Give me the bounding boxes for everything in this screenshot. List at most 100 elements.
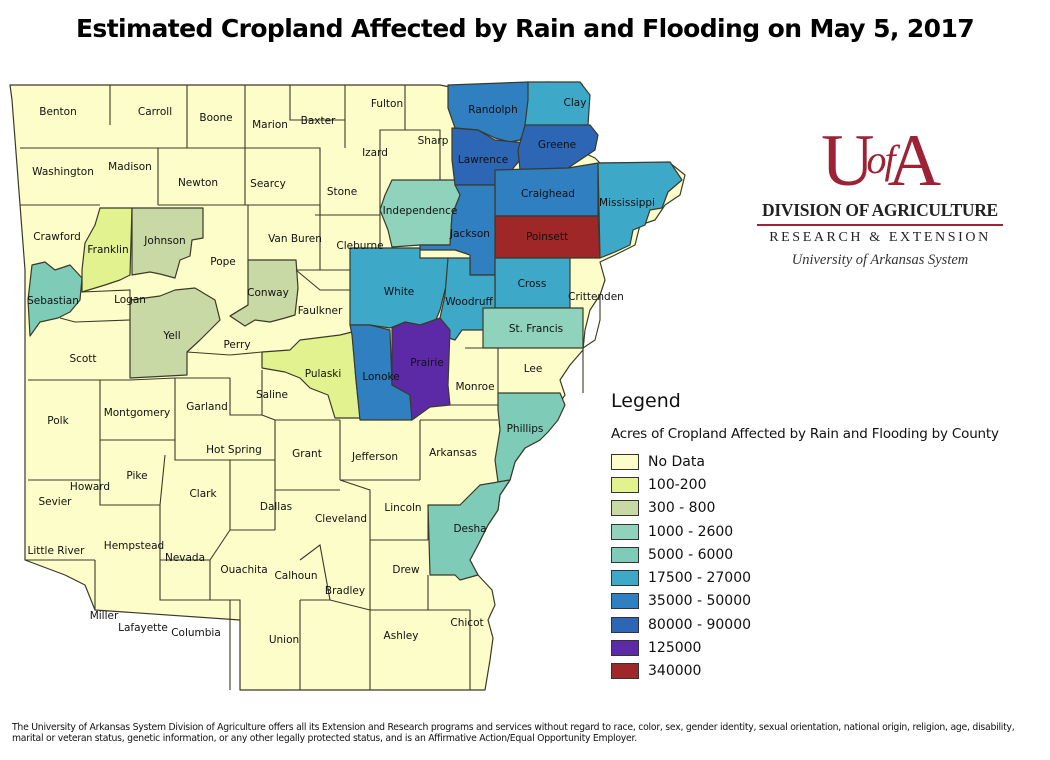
label-crawford: Crawford <box>33 231 81 243</box>
legend-swatch <box>611 616 639 633</box>
legend-label: 80000 - 90000 <box>648 616 752 633</box>
label-johnson: Johnson <box>143 235 185 247</box>
county-pulaski[interactable] <box>261 331 361 419</box>
label-grant: Grant <box>292 448 322 460</box>
label-craighead: Craighead <box>521 188 575 200</box>
label-chicot: Chicot <box>450 617 483 629</box>
legend-label: 35000 - 50000 <box>648 593 752 610</box>
county-sebastian[interactable] <box>27 261 83 337</box>
label-carroll: Carroll <box>138 106 172 118</box>
legend-item: 1000 - 2600 <box>611 520 999 543</box>
monogram-a: A <box>887 120 941 202</box>
label-poinsett: Poinsett <box>526 231 568 243</box>
label-prairie: Prairie <box>410 357 444 369</box>
label-crittenden: Crittenden <box>568 291 624 303</box>
label-saline: Saline <box>256 389 288 401</box>
county-mississippi[interactable] <box>597 161 683 259</box>
legend-item: 340000 <box>611 660 999 683</box>
label-columbia: Columbia <box>171 627 221 639</box>
legend-item: 5000 - 6000 <box>611 543 999 566</box>
legend-label: 17500 - 27000 <box>648 570 752 587</box>
legend-swatch <box>611 453 639 470</box>
label-ouachita: Ouachita <box>220 564 267 576</box>
county-woodruff[interactable] <box>439 257 496 341</box>
label-cleburne: Cleburne <box>336 240 383 252</box>
county-prairie[interactable] <box>391 317 451 421</box>
label-scott: Scott <box>69 353 96 365</box>
legend-swatch <box>611 500 639 517</box>
label-lonoke: Lonoke <box>362 371 399 383</box>
county-labels: Benton Carroll Boone Marion Baxter Fulto… <box>27 97 655 646</box>
label-woodruff: Woodruff <box>445 296 493 308</box>
label-pulaski: Pulaski <box>305 368 342 380</box>
legend-swatch <box>611 570 639 587</box>
label-sharp: Sharp <box>418 135 449 147</box>
monogram-u: U <box>820 120 874 202</box>
label-clay: Clay <box>564 97 587 109</box>
county-boundaries <box>20 85 601 690</box>
legend-item: No Data <box>611 450 999 473</box>
label-mississippi: Mississippi <box>599 197 655 209</box>
label-stone: Stone <box>327 186 357 198</box>
legend-label: 5000 - 6000 <box>648 546 734 563</box>
label-faulkner: Faulkner <box>298 305 343 317</box>
label-polk: Polk <box>47 415 69 427</box>
label-monroe: Monroe <box>455 381 494 393</box>
legend-heading: Legend <box>611 390 681 412</box>
legend-item: 35000 - 50000 <box>611 590 999 613</box>
legend-label: 340000 <box>648 663 702 680</box>
label-randolph: Randolph <box>468 104 517 116</box>
label-independence: Independence <box>383 205 458 217</box>
label-ashley: Ashley <box>384 630 419 642</box>
legend-label: 125000 <box>648 640 702 657</box>
label-desha: Desha <box>453 523 486 535</box>
legend-swatch <box>611 523 639 540</box>
logo-system-text: University of Arkansas System <box>791 252 969 268</box>
monogram-of: of <box>866 137 895 182</box>
label-lincoln: Lincoln <box>384 502 421 514</box>
eeo-disclaimer: The University of Arkansas System Divisi… <box>12 722 1015 744</box>
uofa-division-of-agriculture-logo: UofA DIVISION OF AGRICULTURE RESEARCH & … <box>745 124 1015 269</box>
label-pope: Pope <box>210 256 236 268</box>
label-izard: Izard <box>362 147 388 159</box>
label-vanburen: Van Buren <box>268 233 322 245</box>
legend-swatch <box>611 640 639 657</box>
label-cross: Cross <box>518 278 547 290</box>
label-nevada: Nevada <box>165 552 205 564</box>
legend-swatch <box>611 593 639 610</box>
label-calhoun: Calhoun <box>274 570 317 582</box>
county-greene[interactable] <box>517 124 599 171</box>
label-arkansas: Arkansas <box>429 447 477 459</box>
label-phillips: Phillips <box>507 423 544 435</box>
legend-item: 80000 - 90000 <box>611 613 999 636</box>
label-benton: Benton <box>39 106 77 118</box>
logo-divider <box>757 224 1003 226</box>
label-hotspring: Hot Spring <box>206 444 262 456</box>
county-johnson[interactable] <box>131 207 204 279</box>
county-desha[interactable] <box>427 479 511 581</box>
legend-label: 100-200 <box>648 476 707 493</box>
legend-swatch <box>611 546 639 563</box>
legend-swatch <box>611 476 639 493</box>
label-conway: Conway <box>247 287 289 299</box>
label-sevier: Sevier <box>38 496 72 508</box>
label-clark: Clark <box>189 488 217 500</box>
legend-label: 1000 - 2600 <box>648 523 734 540</box>
legend-item: 100-200 <box>611 473 999 496</box>
county-phillips[interactable] <box>494 392 566 483</box>
label-marion: Marion <box>252 119 288 131</box>
label-hempstead: Hempstead <box>104 540 164 552</box>
label-washington: Washington <box>32 166 94 178</box>
label-greene: Greene <box>538 139 576 151</box>
label-miller: Miller <box>90 610 119 622</box>
label-yell: Yell <box>162 330 180 342</box>
label-logan: Logan <box>114 294 146 306</box>
label-white: White <box>384 286 415 298</box>
label-drew: Drew <box>392 564 420 576</box>
label-madison: Madison <box>108 161 152 173</box>
legend-item: 300 - 800 <box>611 497 999 520</box>
label-perry: Perry <box>223 339 250 351</box>
label-franklin: Franklin <box>87 244 128 256</box>
county-franklin[interactable] <box>81 207 133 293</box>
county-yell[interactable] <box>129 287 221 379</box>
